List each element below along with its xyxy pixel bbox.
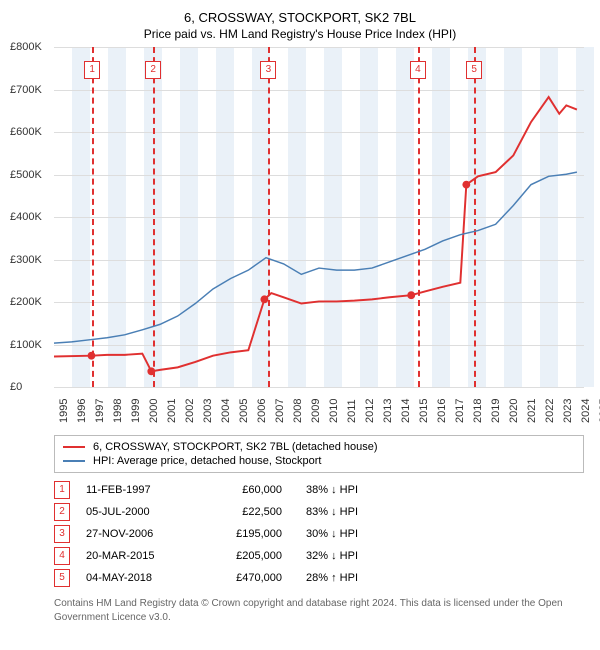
x-tick-label: 2010: [328, 399, 340, 423]
x-tick-label: 2005: [238, 399, 250, 423]
price-chart: 12345 £0£100K£200K£300K£400K£500K£600K£7…: [54, 47, 584, 387]
transaction-row: 4 20-MAR-2015 £205,000 32% ↓ HPI: [54, 545, 584, 567]
transaction-row: 5 04-MAY-2018 £470,000 28% ↑ HPI: [54, 567, 584, 589]
y-tick-label: £300K: [10, 254, 42, 266]
x-axis: 1995 1996 1997 1998 1999 2000 2001 2002 2003 2004…: [54, 387, 584, 431]
x-tick-label: 2011: [346, 399, 358, 423]
transaction-row: 3 27-NOV-2006 £195,000 30% ↓ HPI: [54, 523, 584, 545]
y-tick-label: £0: [10, 381, 22, 393]
transaction-row: 1 11-FEB-1997 £60,000 38% ↓ HPI: [54, 479, 584, 501]
legend: 6, CROSSWAY, STOCKPORT, SK2 7BL (detache…: [54, 435, 584, 473]
y-tick-label: £100K: [10, 339, 42, 351]
x-tick-label: 1995: [58, 399, 70, 423]
x-tick-label: 1998: [112, 399, 124, 423]
x-tick-label: 2007: [274, 399, 286, 423]
copyright-notice: Contains HM Land Registry data © Crown c…: [54, 597, 584, 624]
x-tick-label: 2001: [166, 399, 178, 423]
legend-item: 6, CROSSWAY, STOCKPORT, SK2 7BL (detache…: [63, 440, 575, 454]
x-tick-label: 2016: [436, 399, 448, 423]
transaction-row: 2 05-JUL-2000 £22,500 83% ↓ HPI: [54, 501, 584, 523]
x-tick-label: 2008: [292, 399, 304, 423]
x-tick-label: 2018: [472, 399, 484, 423]
transactions-table: 1 11-FEB-1997 £60,000 38% ↓ HPI2 05-JUL-…: [54, 479, 584, 589]
x-tick-label: 2015: [418, 399, 430, 423]
x-tick-label: 2017: [454, 399, 466, 423]
x-tick-label: 1997: [94, 399, 106, 423]
x-tick-label: 2022: [544, 399, 556, 423]
x-tick-label: 2024: [580, 399, 592, 423]
x-tick-label: 1996: [76, 399, 88, 423]
x-tick-label: 2014: [400, 399, 412, 423]
x-tick-label: 2021: [526, 399, 538, 423]
y-tick-label: £200K: [10, 296, 42, 308]
x-tick-label: 2020: [508, 399, 520, 423]
y-tick-label: £700K: [10, 84, 42, 96]
y-tick-label: £600K: [10, 126, 42, 138]
x-tick-label: 1999: [130, 399, 142, 423]
x-tick-label: 2002: [184, 399, 196, 423]
x-tick-label: 2023: [562, 399, 574, 423]
y-tick-label: £800K: [10, 41, 42, 53]
x-tick-label: 2006: [256, 399, 268, 423]
x-tick-label: 2019: [490, 399, 502, 423]
y-tick-label: £400K: [10, 211, 42, 223]
x-tick-label: 2000: [148, 399, 160, 423]
chart-title-address: 6, CROSSWAY, STOCKPORT, SK2 7BL: [10, 10, 590, 25]
y-tick-label: £500K: [10, 169, 42, 181]
x-tick-label: 2009: [310, 399, 322, 423]
x-tick-label: 2004: [220, 399, 232, 423]
legend-item: HPI: Average price, detached house, Stoc…: [63, 454, 575, 468]
x-tick-label: 2013: [382, 399, 394, 423]
x-tick-label: 2003: [202, 399, 214, 423]
chart-subtitle: Price paid vs. HM Land Registry's House …: [10, 27, 590, 41]
x-tick-label: 2012: [364, 399, 376, 423]
